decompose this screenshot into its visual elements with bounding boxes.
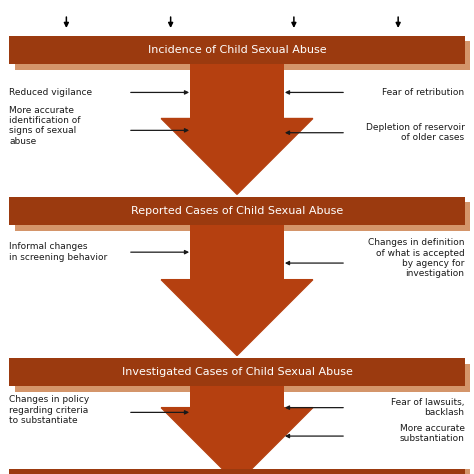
- Text: Fear of retribution: Fear of retribution: [383, 88, 465, 97]
- Bar: [15, 202, 470, 231]
- Polygon shape: [161, 408, 313, 474]
- Text: More accurate
substantiation: More accurate substantiation: [400, 424, 465, 443]
- Text: Reported Cases of Child Sexual Abuse: Reported Cases of Child Sexual Abuse: [131, 206, 343, 216]
- Bar: [15, 364, 470, 392]
- Text: More accurate
identification of
signs of sexual
abuse: More accurate identification of signs of…: [9, 106, 81, 146]
- Bar: [190, 225, 284, 280]
- Bar: [15, 41, 470, 70]
- Text: Fear of lawsuits,
backlash: Fear of lawsuits, backlash: [391, 398, 465, 417]
- Bar: [9, 197, 465, 225]
- Text: Changes in definition
of what is accepted
by agency for
investigation: Changes in definition of what is accepte…: [368, 238, 465, 278]
- Bar: [9, 469, 465, 474]
- Text: Incidence of Child Sexual Abuse: Incidence of Child Sexual Abuse: [148, 45, 326, 55]
- Polygon shape: [161, 118, 313, 194]
- Bar: [190, 64, 284, 118]
- Text: Reduced vigilance: Reduced vigilance: [9, 88, 92, 97]
- Text: Changes in policy
regarding criteria
to substantiate: Changes in policy regarding criteria to …: [9, 395, 90, 425]
- Bar: [9, 358, 465, 386]
- Text: Depletion of reservoir
of older cases: Depletion of reservoir of older cases: [365, 123, 465, 142]
- Bar: [9, 36, 465, 64]
- Text: Investigated Cases of Child Sexual Abuse: Investigated Cases of Child Sexual Abuse: [121, 367, 353, 377]
- Bar: [190, 386, 284, 408]
- Polygon shape: [161, 280, 313, 356]
- Text: Informal changes
in screening behavior: Informal changes in screening behavior: [9, 243, 108, 262]
- Bar: [15, 469, 470, 474]
